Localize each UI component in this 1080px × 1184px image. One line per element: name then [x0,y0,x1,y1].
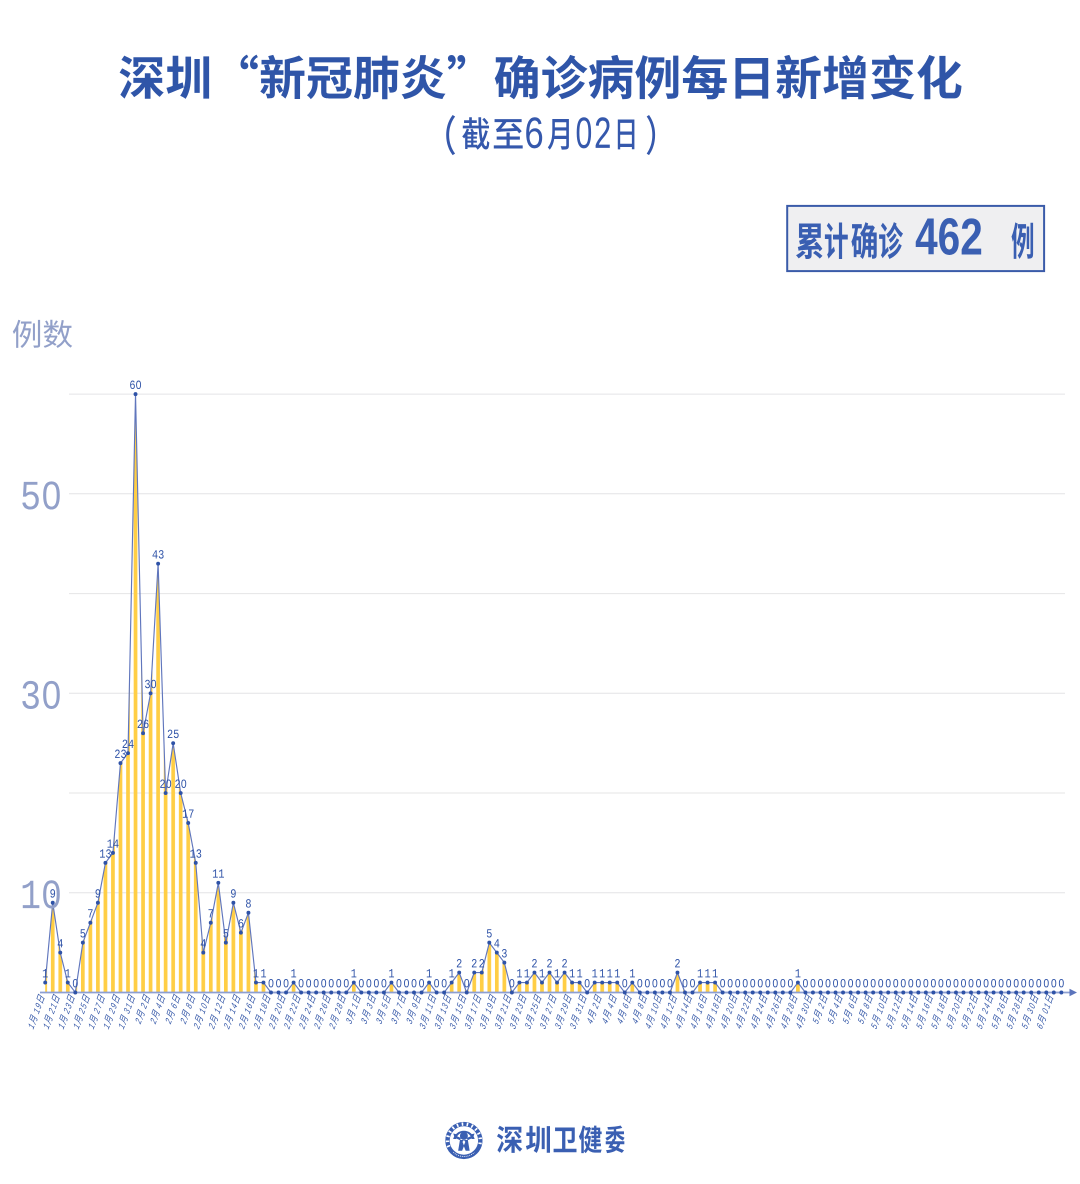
svg-text:462: 462 [915,208,983,266]
